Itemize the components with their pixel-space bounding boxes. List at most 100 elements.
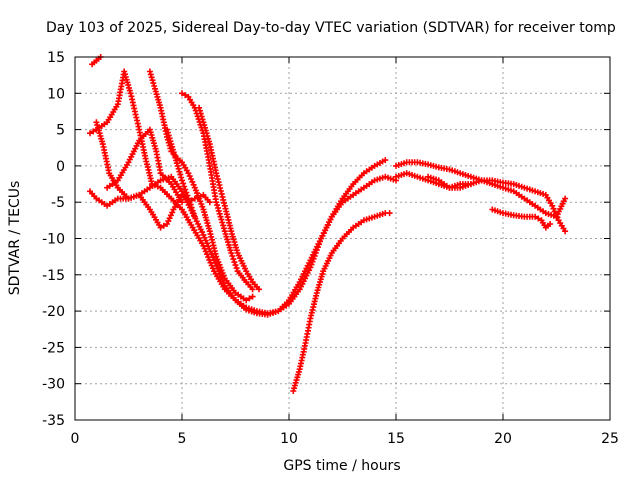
y-tick-label: 0 [56,159,65,175]
data-point [233,265,240,272]
data-point [312,250,319,256]
satellite-track-12 [393,170,569,220]
data-point [311,252,318,259]
data-point [562,195,569,202]
data-point [231,259,238,266]
data-point [220,225,227,232]
data-point [230,256,237,263]
data-point [183,189,190,196]
data-point [386,210,393,217]
satellite-track-10 [290,210,393,394]
x-tick-label: 20 [494,431,512,447]
y-tick-label: 5 [56,123,65,139]
y-tick-labels: 15 10 5 0 -5 -10 -15 -20 -25 -30 -35 [42,50,65,429]
y-axis-label: SDTVAR / TECUs [7,181,23,296]
x-tick-label: 5 [178,431,187,447]
data-point [165,132,172,139]
y-tick-label: -20 [42,304,65,320]
y-tick-label: -35 [42,413,65,429]
data-point [219,219,226,226]
data-point [90,128,97,135]
data-point [249,286,256,293]
data-point [188,204,195,211]
series-trace [89,159,386,314]
y-tick-label: 15 [47,50,65,66]
satellite-track-7 [164,126,198,220]
x-tick-label: 10 [280,431,298,447]
data-point [535,215,542,222]
data-point [228,250,235,256]
data-point [256,286,262,293]
data-point [164,126,170,133]
data-point [313,247,320,254]
x-tick-label: 0 [71,431,80,447]
data-point [178,174,185,181]
y-tick-label: 10 [47,86,65,102]
data-point [180,180,187,187]
data-point [179,199,185,206]
data-point [146,68,153,75]
axis-ticks [74,56,611,421]
data-point [190,210,197,217]
data-point [184,192,191,199]
data-point [317,238,323,245]
x-tick-label: 15 [387,431,405,447]
data-point [215,207,222,214]
data-point [309,258,316,265]
data-point [185,195,192,202]
satellite-track-14 [489,206,554,231]
data-point [196,104,203,111]
data-point [189,207,196,214]
data-point [199,116,206,123]
data-point [246,295,253,302]
data-point [307,264,314,271]
satellite-track-4 [93,119,213,231]
satellite-track-5 [104,126,185,206]
data-point [150,80,157,87]
y-tick-label: -30 [42,377,65,393]
y-tick-label: -15 [42,268,65,284]
x-tick-label: 25 [601,431,619,447]
data-point [308,261,315,268]
data-point [157,224,164,231]
data-point [532,213,539,220]
y-tick-label: -10 [42,232,65,248]
data-point [232,262,239,269]
data-point [206,199,213,206]
x-axis-label: GPS time / hours [283,458,400,474]
y-tick-label: -5 [51,195,65,211]
data-point [182,92,189,99]
data-point [182,186,189,193]
data-point [316,241,322,248]
data-point [249,293,256,300]
data-point [310,255,317,262]
data-point [167,138,174,145]
data-point [186,198,193,205]
grid-lines [75,57,610,420]
data-point [314,244,321,251]
data-point [87,130,93,137]
data-point [217,213,224,220]
data-point [148,74,155,81]
satellite-track-1 [89,54,104,68]
data-point [174,162,181,169]
data-series [87,54,569,394]
data-point [191,213,198,220]
data-point [179,177,185,184]
data-point [562,228,569,235]
data-point [229,253,236,259]
data-point [181,183,188,190]
data-point [382,157,389,164]
satellite-track-9 [196,104,262,293]
data-point [179,90,185,97]
satellite-track-13 [425,173,474,191]
data-point [160,222,167,229]
data-point [197,110,204,117]
data-point [187,201,194,208]
data-point [176,168,183,175]
data-point [214,202,221,209]
data-point [243,297,250,304]
satellite-track-3 [87,68,399,318]
data-point [213,199,220,206]
